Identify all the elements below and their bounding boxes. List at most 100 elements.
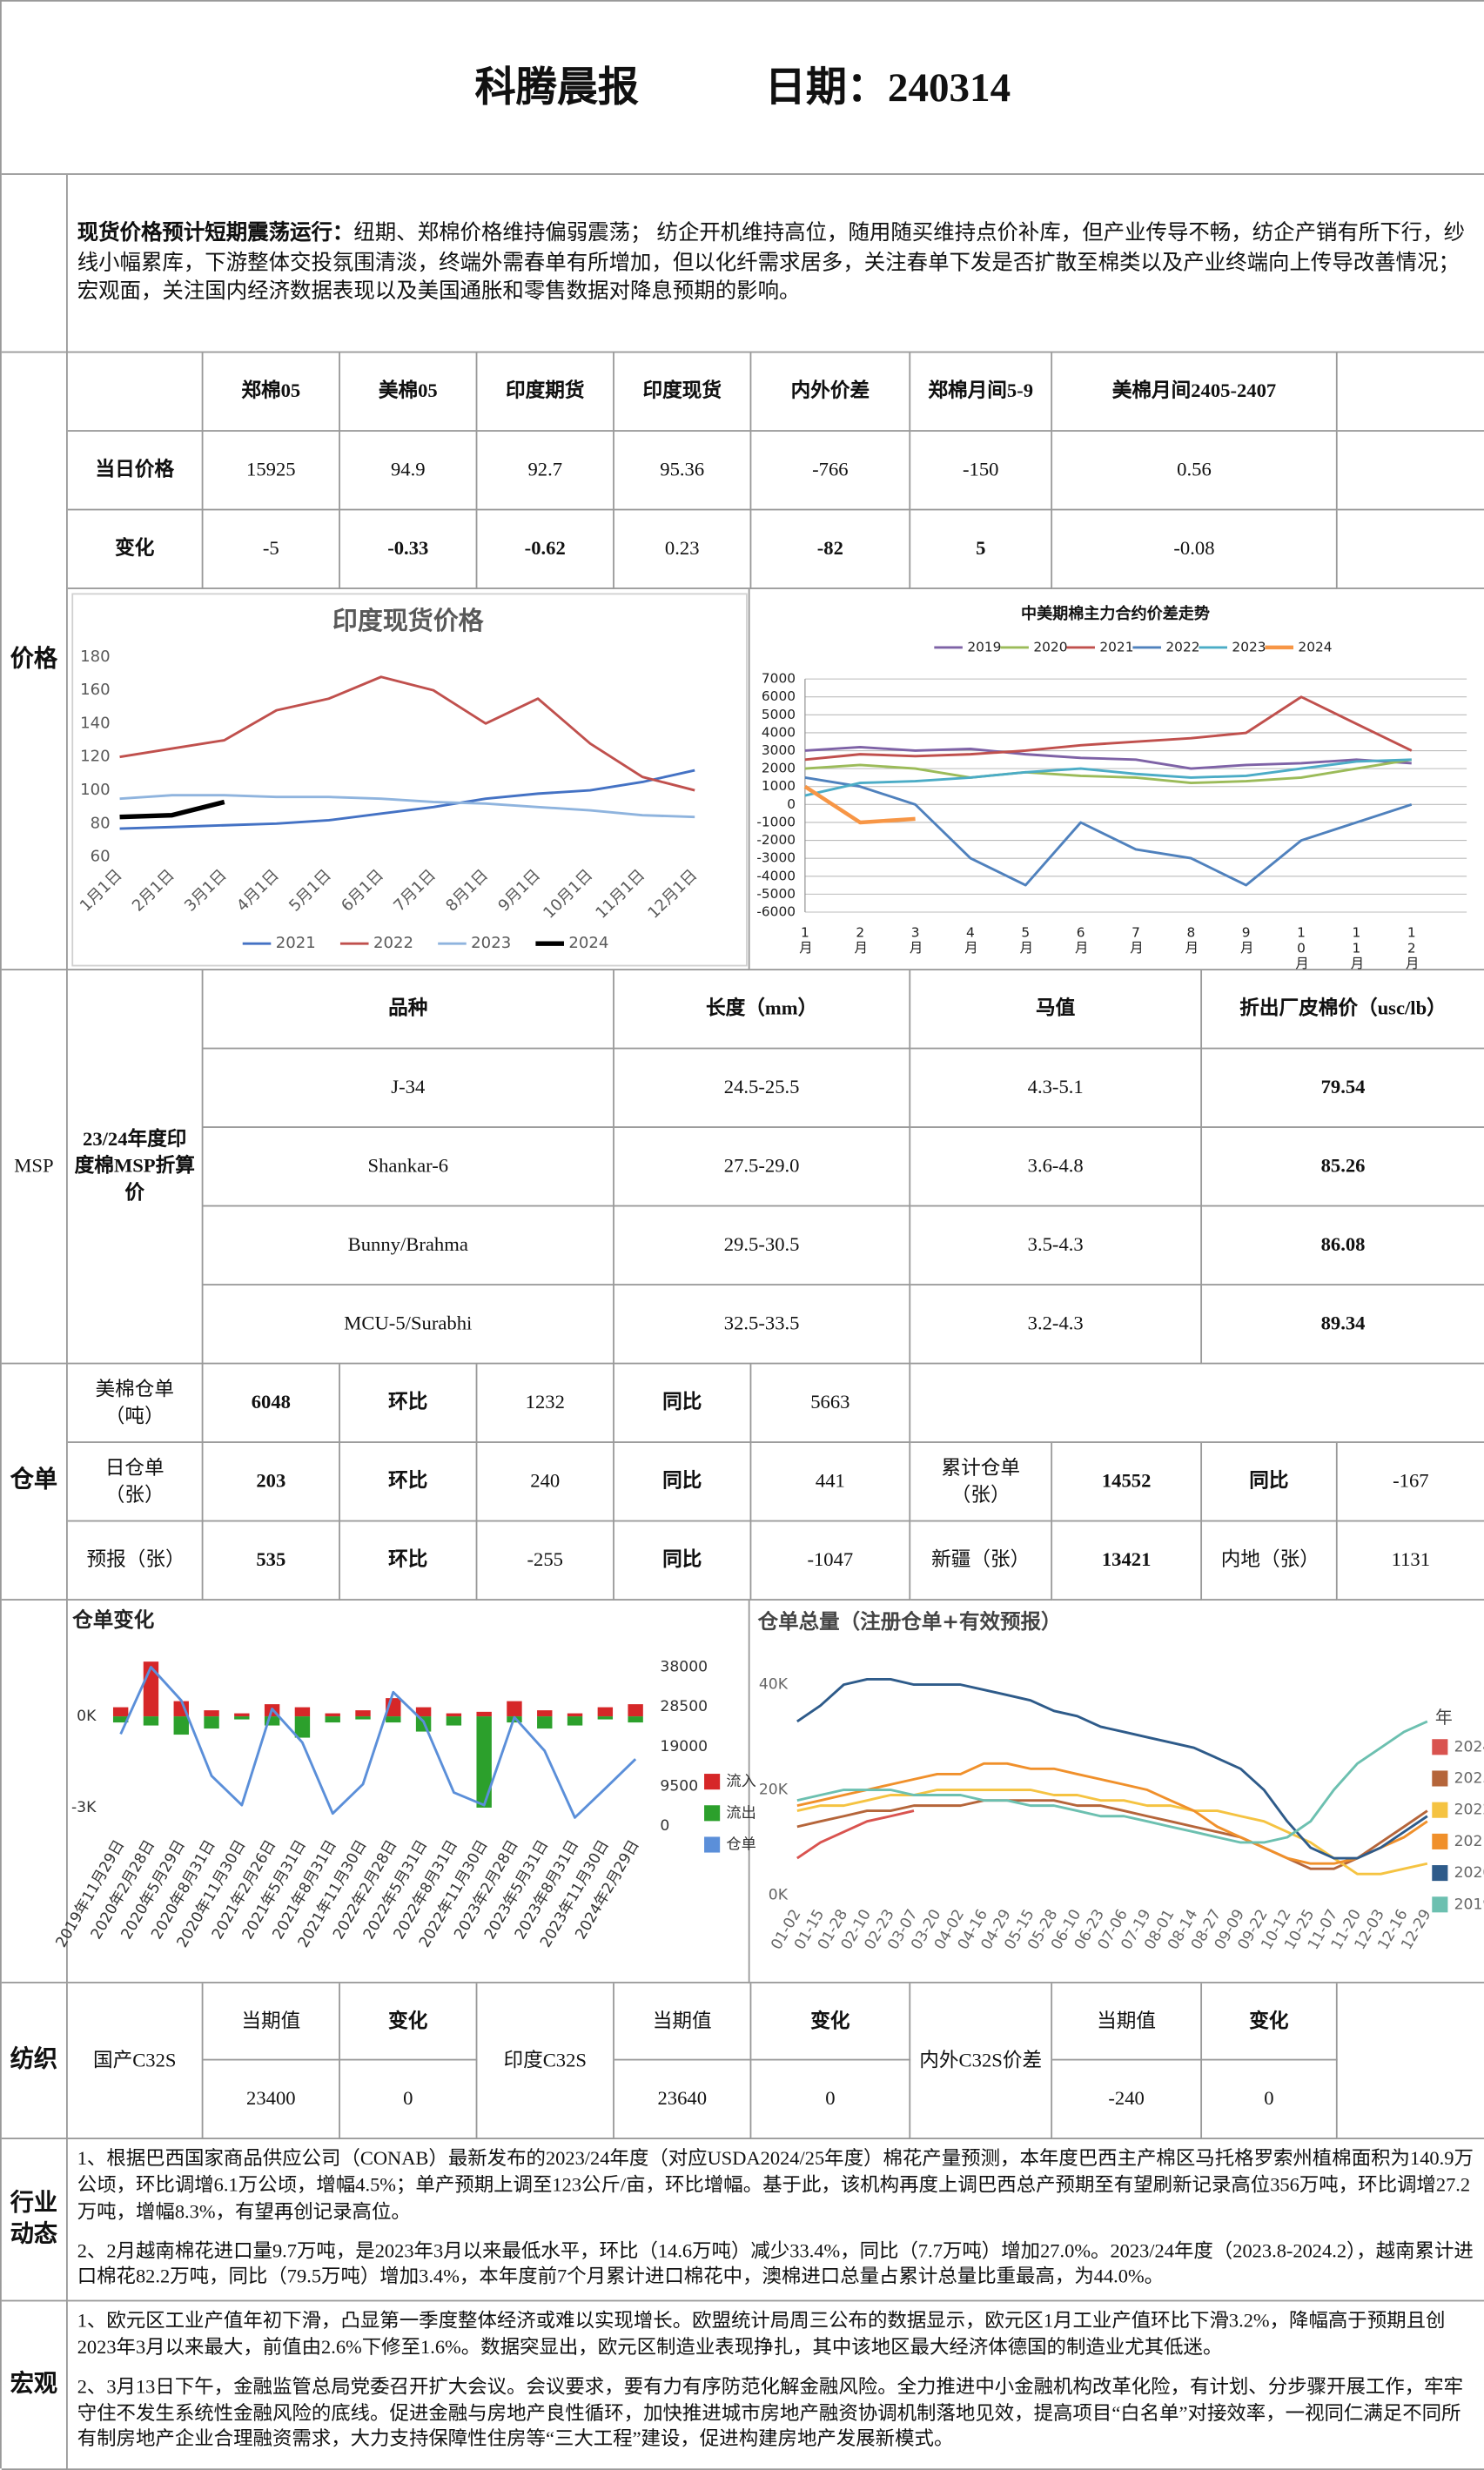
column-header: 变化 <box>751 1983 911 2061</box>
label-cell: 同比 <box>614 1521 752 1601</box>
column-header: 郑棉05 <box>203 352 340 432</box>
bar <box>294 1707 311 1717</box>
bar <box>628 1704 643 1717</box>
group-name: 国产C32S <box>67 1983 204 2139</box>
date: 日期：240314 <box>764 64 1011 111</box>
y-tick-label: 160 <box>80 681 111 699</box>
label-cell: 同比 <box>1202 1442 1338 1522</box>
x-tick-label: 1月1日 <box>77 866 126 916</box>
value-cell: 535 <box>203 1521 340 1601</box>
value-cell: 1232 <box>477 1364 614 1443</box>
chart-frame <box>71 593 748 967</box>
legend-label: 流入 <box>726 1773 755 1790</box>
chart-title: 仓单变化 <box>71 1608 155 1632</box>
x-tick-label: 11月 <box>1348 924 1364 970</box>
y-tick-label: 60 <box>91 848 111 866</box>
value-cell: 79.54 <box>1202 1049 1484 1128</box>
bar <box>476 1711 492 1717</box>
legend-label: 流出 <box>726 1804 755 1822</box>
value-cell: 89.34 <box>1202 1285 1484 1365</box>
value-cell: -82 <box>751 510 911 589</box>
bar <box>112 1716 129 1723</box>
column-header: 当期值 <box>614 1983 752 2061</box>
value-cell: 14552 <box>1052 1442 1203 1522</box>
value-cell: 29.5-30.5 <box>614 1206 911 1285</box>
value-cell: 0.56 <box>1052 431 1338 511</box>
value-cell: J-34 <box>203 1049 614 1128</box>
group-name: 印度C32S <box>477 1983 614 2139</box>
blank-cell <box>1337 352 1484 432</box>
chart-title: 仓单总量（注册仓单+有效预报） <box>757 1609 1062 1634</box>
column-header: 折出厂皮棉价（usc/lb） <box>1202 970 1484 1050</box>
value-cell: Bunny/Brahma <box>203 1206 614 1285</box>
section-label: MSP <box>1 970 68 1365</box>
value-cell: -240 <box>1052 2060 1203 2139</box>
value-cell: 3.2-4.3 <box>910 1285 1203 1365</box>
y-tick-label: -2000 <box>756 832 796 848</box>
value-cell: -0.33 <box>339 510 478 589</box>
bar <box>567 1716 583 1726</box>
x-tick-label: 12月 <box>1404 924 1420 970</box>
x-tick-label: 10月 <box>1293 924 1309 970</box>
legend-label: 2024 <box>1454 1738 1484 1755</box>
legend-label: 2020 <box>1454 1864 1484 1882</box>
value-cell: -167 <box>1337 1443 1484 1522</box>
y2-tick-label: 28500 <box>660 1698 708 1715</box>
label-cell: 预报（张） <box>67 1521 204 1601</box>
legend-swatch <box>704 1805 721 1822</box>
value-cell: 3.6-4.8 <box>910 1127 1203 1207</box>
x-tick-label: 9月1日 <box>494 866 544 916</box>
chart-title: 印度现货价格 <box>332 606 485 635</box>
label-cell: 内地（张） <box>1202 1521 1338 1601</box>
legend-label: 2024 <box>568 934 608 952</box>
x-tick-label: 5月1日 <box>285 866 335 916</box>
y-tick-label: 2000 <box>762 761 796 776</box>
column-header: 变化 <box>1202 1983 1338 2061</box>
legend-label: 2021 <box>1099 639 1133 654</box>
legend-label: 2019 <box>1454 1896 1484 1913</box>
value-cell: 95.36 <box>614 431 752 511</box>
x-tick-label: 3月1日 <box>181 866 231 916</box>
bar <box>446 1713 462 1717</box>
bar <box>507 1701 522 1717</box>
value-cell: 0 <box>751 2060 911 2139</box>
bar <box>597 1707 614 1717</box>
value-cell: 92.7 <box>477 431 614 511</box>
y2-tick-label: 0 <box>660 1817 669 1835</box>
value-cell: 0 <box>339 2060 478 2139</box>
y-tick-label: 5000 <box>762 707 796 722</box>
x-tick-label: 6月 <box>1073 924 1089 955</box>
y-tick-label: 3000 <box>762 742 796 758</box>
series-line <box>796 1809 915 1860</box>
x-tick-label: 11月1日 <box>592 866 648 923</box>
y-tick-label: -6000 <box>756 903 796 919</box>
blank-cell <box>1337 432 1484 511</box>
column-header: 长度（mm） <box>614 970 911 1050</box>
value-cell: 203 <box>203 1442 340 1522</box>
y-tick-label: 4000 <box>762 724 796 740</box>
y-tick-label: 180 <box>80 648 111 666</box>
value-cell: 0.23 <box>614 510 752 589</box>
series-line <box>796 1720 1428 1844</box>
series-line <box>119 799 225 820</box>
y2-tick-label: 9500 <box>660 1777 698 1795</box>
value-cell: 4.3-5.1 <box>910 1049 1203 1128</box>
value-cell: 441 <box>751 1442 911 1522</box>
bar <box>325 1716 340 1723</box>
section-label: 仓单 <box>1 1364 68 1601</box>
legend-swatch <box>704 1836 721 1853</box>
series-line <box>119 794 695 819</box>
paragraph: 2、2月越南棉花进口量9.7万吨，是2023年3月以来最低水平，环比（14.6万… <box>77 2239 1474 2288</box>
x-tick-label: 5月 <box>1017 924 1033 955</box>
bar <box>112 1707 129 1717</box>
bar <box>234 1713 250 1717</box>
bar <box>537 1710 553 1717</box>
series-line <box>804 695 1413 762</box>
value-cell: 15925 <box>203 431 340 511</box>
value-cell: -1047 <box>751 1521 911 1601</box>
bar <box>264 1716 280 1726</box>
value-cell: 32.5-33.5 <box>614 1285 911 1365</box>
bar <box>234 1716 250 1720</box>
legend-label: 2022 <box>373 934 413 952</box>
